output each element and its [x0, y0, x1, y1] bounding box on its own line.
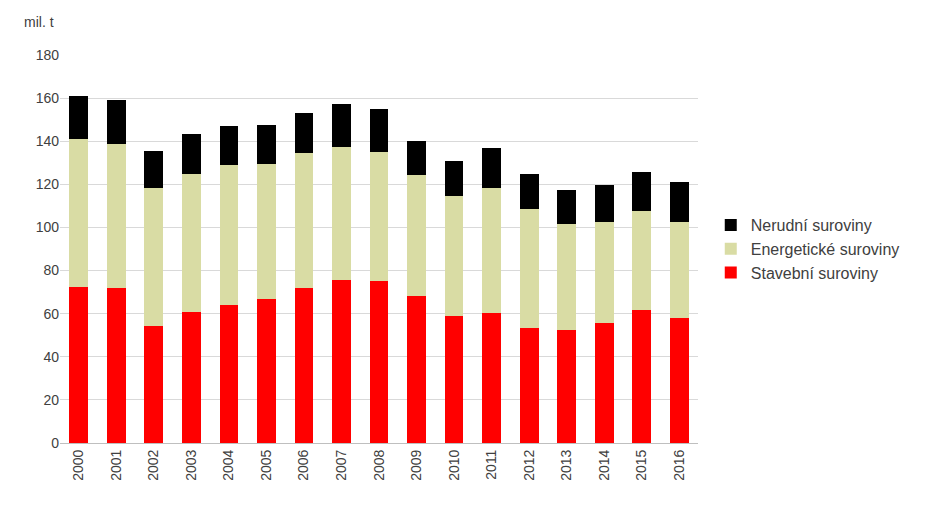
svg-text:2004: 2004 [220, 449, 236, 480]
svg-text:mil. t: mil. t [24, 14, 54, 30]
svg-text:Nerudní suroviny: Nerudní suroviny [751, 217, 872, 234]
svg-text:60: 60 [43, 306, 59, 322]
svg-text:2010: 2010 [446, 449, 462, 480]
svg-text:80: 80 [43, 262, 59, 278]
svg-text:2013: 2013 [558, 449, 574, 480]
svg-text:Energetické suroviny: Energetické suroviny [751, 241, 900, 258]
svg-text:160: 160 [36, 90, 60, 106]
svg-text:2009: 2009 [408, 449, 424, 480]
svg-text:180: 180 [36, 47, 60, 63]
svg-text:120: 120 [36, 176, 60, 192]
svg-text:0: 0 [51, 435, 59, 451]
svg-text:2012: 2012 [521, 449, 537, 480]
svg-text:100: 100 [36, 219, 60, 235]
svg-text:2005: 2005 [258, 449, 274, 480]
svg-text:140: 140 [36, 133, 60, 149]
svg-text:2003: 2003 [183, 449, 199, 480]
svg-text:2014: 2014 [596, 449, 612, 480]
svg-text:2002: 2002 [145, 449, 161, 480]
svg-text:Stavební suroviny: Stavební suroviny [751, 265, 878, 282]
svg-text:2007: 2007 [333, 449, 349, 480]
svg-text:2008: 2008 [371, 449, 387, 480]
svg-text:20: 20 [43, 392, 59, 408]
svg-text:2011: 2011 [483, 449, 499, 479]
svg-text:40: 40 [43, 349, 59, 365]
svg-text:2001: 2001 [108, 449, 124, 480]
svg-text:2015: 2015 [633, 449, 649, 480]
svg-text:2000: 2000 [70, 449, 86, 480]
svg-text:2016: 2016 [671, 449, 687, 480]
svg-text:2006: 2006 [295, 449, 311, 480]
